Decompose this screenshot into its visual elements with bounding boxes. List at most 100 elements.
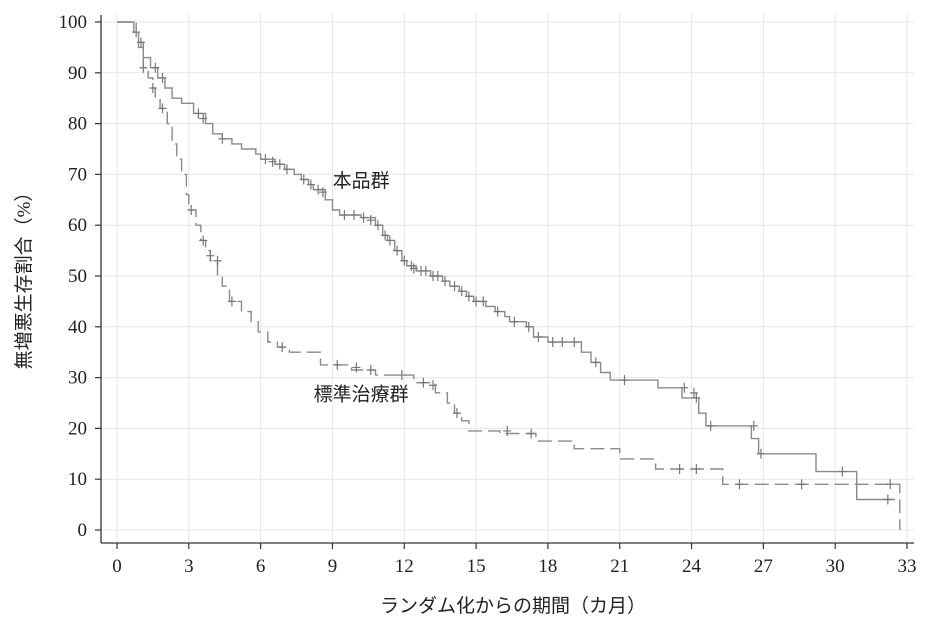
censor-mark (218, 133, 227, 144)
censor-mark (306, 179, 315, 190)
censor-mark (194, 108, 203, 119)
tick-labels: 0 10 20 30 40 50 60 70 80 90 100 0 3 6 9 12 15 18 21 24 27 30… (59, 12, 917, 577)
y-tick-label: 80 (68, 114, 87, 135)
series-layer (117, 21, 901, 530)
censor-mark (421, 265, 430, 276)
censor-mark (479, 296, 488, 307)
censor-mark (689, 387, 698, 398)
x-tick-label: 24 (682, 556, 702, 577)
censor-mark (570, 337, 579, 348)
series-2 (117, 21, 901, 530)
censor-mark (534, 331, 543, 342)
x-tick-label: 21 (610, 556, 629, 577)
censor-mark (397, 370, 406, 381)
censor-mark (706, 420, 715, 431)
series-label: 標準治療群 (314, 383, 409, 405)
axes (95, 15, 914, 549)
censor-mark (419, 377, 428, 388)
censor-mark (735, 479, 744, 490)
censor-mark (206, 250, 215, 261)
y-tick-label: 50 (68, 266, 87, 287)
x-tick-label: 33 (898, 556, 917, 577)
series-label: 本品群 (333, 170, 390, 192)
censor-mark (318, 187, 327, 198)
censor-mark (464, 291, 473, 302)
censor-mark (340, 210, 349, 221)
censor-mark (838, 466, 847, 477)
y-tick-label: 20 (68, 418, 87, 439)
censor-mark (268, 156, 277, 167)
censor-mark (409, 263, 418, 274)
censor-mark (429, 380, 437, 391)
censor-mark (275, 159, 284, 170)
y-tick-label: 0 (78, 520, 88, 541)
censor-mark (385, 235, 394, 246)
censor-mark (440, 276, 449, 287)
x-tick-label: 0 (112, 556, 122, 577)
censor-mark (527, 428, 536, 439)
grid (101, 14, 914, 542)
censor-mark (692, 464, 701, 475)
censor-mark (381, 230, 390, 241)
censor-mark (366, 215, 375, 226)
series-1 (117, 21, 895, 505)
censor-mark (199, 113, 208, 124)
censor-mark (591, 357, 600, 368)
censor-mark (548, 337, 557, 348)
censor-mark (692, 392, 701, 403)
censor-mark (314, 184, 323, 195)
censor-mark (675, 464, 684, 475)
censor-mark (680, 382, 689, 393)
y-tick-label: 90 (68, 63, 87, 84)
censor-mark (213, 255, 222, 266)
censor-mark (558, 337, 567, 348)
x-tick-label: 15 (467, 556, 486, 577)
censor-mark (756, 448, 765, 459)
censor-mark (352, 362, 361, 373)
censor-mark (139, 62, 148, 73)
x-axis-title: ランダム化からの期間（カ月） (380, 595, 646, 617)
censor-mark (883, 494, 892, 505)
censor-mark (350, 210, 358, 221)
censor-mark (158, 72, 167, 83)
censor-mark (261, 154, 270, 165)
censor-mark (472, 296, 481, 307)
censor-mark (227, 296, 236, 307)
x-tick-label: 12 (395, 556, 414, 577)
x-tick-label: 3 (184, 556, 194, 577)
censor-mark (503, 425, 512, 436)
censor-mark (510, 316, 519, 327)
censor-mark (158, 103, 167, 114)
censor-mark (199, 235, 208, 246)
censor-mark (393, 245, 402, 256)
censor-mark (524, 321, 533, 332)
censor-mark (450, 281, 459, 292)
censor-mark (433, 271, 442, 281)
censor-mark (797, 479, 806, 490)
censor-mark (457, 286, 466, 297)
x-tick-label: 6 (256, 556, 266, 577)
x-tick-label: 18 (538, 556, 557, 577)
censor-mark (749, 420, 758, 431)
y-tick-label: 10 (68, 469, 87, 490)
y-tick-label: 30 (68, 368, 87, 389)
y-tick-label: 100 (59, 12, 88, 33)
censor-mark (282, 164, 291, 175)
x-tick-label: 30 (826, 556, 845, 577)
x-tick-label: 9 (328, 556, 338, 577)
y-tick-label: 40 (68, 317, 87, 338)
y-tick-label: 70 (68, 164, 87, 185)
censor-mark (299, 174, 308, 185)
censor-mark (620, 375, 629, 386)
y-tick-label: 60 (68, 215, 87, 236)
x-tick-label: 27 (754, 556, 773, 577)
censor-mark (366, 364, 375, 375)
censor-mark (493, 306, 502, 317)
censor-mark (886, 479, 895, 490)
censor-mark (359, 212, 368, 223)
censor-mark (278, 342, 287, 353)
censor-mark (187, 204, 196, 215)
